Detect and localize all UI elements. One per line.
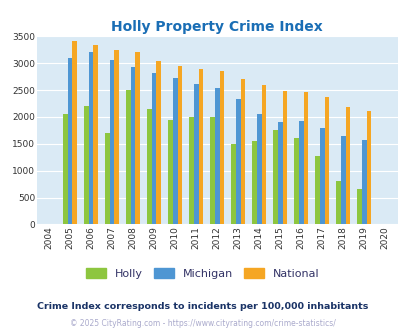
Bar bbox=[298, 121, 303, 224]
Text: Crime Index corresponds to incidents per 100,000 inhabitants: Crime Index corresponds to incidents per… bbox=[37, 302, 368, 311]
Bar bbox=[319, 128, 324, 224]
Bar bbox=[177, 66, 182, 224]
Bar bbox=[294, 138, 298, 224]
Bar bbox=[110, 60, 114, 224]
Bar bbox=[252, 141, 256, 224]
Title: Holly Property Crime Index: Holly Property Crime Index bbox=[111, 20, 322, 34]
Bar bbox=[214, 88, 219, 224]
Bar bbox=[105, 133, 110, 224]
Bar bbox=[147, 109, 151, 224]
Bar bbox=[340, 136, 345, 224]
Bar bbox=[324, 97, 328, 224]
Bar bbox=[72, 41, 77, 224]
Bar bbox=[335, 182, 340, 224]
Bar bbox=[219, 71, 224, 224]
Bar bbox=[156, 61, 161, 224]
Bar bbox=[261, 85, 266, 224]
Bar bbox=[198, 69, 202, 224]
Bar bbox=[366, 111, 370, 224]
Bar bbox=[345, 107, 350, 224]
Bar bbox=[303, 92, 307, 224]
Bar bbox=[135, 52, 140, 224]
Bar bbox=[210, 117, 214, 224]
Bar bbox=[151, 73, 156, 224]
Bar bbox=[315, 156, 319, 224]
Bar bbox=[277, 122, 282, 224]
Bar bbox=[194, 83, 198, 224]
Bar bbox=[68, 58, 72, 224]
Bar bbox=[168, 119, 173, 224]
Bar bbox=[84, 106, 89, 224]
Bar bbox=[89, 52, 93, 224]
Bar bbox=[189, 117, 194, 224]
Bar bbox=[93, 45, 98, 224]
Bar bbox=[282, 90, 286, 224]
Bar bbox=[231, 144, 235, 224]
Bar bbox=[361, 140, 366, 224]
Text: © 2025 CityRating.com - https://www.cityrating.com/crime-statistics/: © 2025 CityRating.com - https://www.city… bbox=[70, 319, 335, 328]
Bar bbox=[126, 90, 130, 224]
Bar bbox=[63, 114, 68, 224]
Bar bbox=[130, 67, 135, 224]
Bar bbox=[356, 189, 361, 224]
Legend: Holly, Michigan, National: Holly, Michigan, National bbox=[81, 264, 324, 283]
Bar bbox=[235, 99, 240, 224]
Bar bbox=[114, 50, 119, 224]
Bar bbox=[173, 78, 177, 224]
Bar bbox=[256, 114, 261, 224]
Bar bbox=[273, 130, 277, 224]
Bar bbox=[240, 79, 245, 224]
